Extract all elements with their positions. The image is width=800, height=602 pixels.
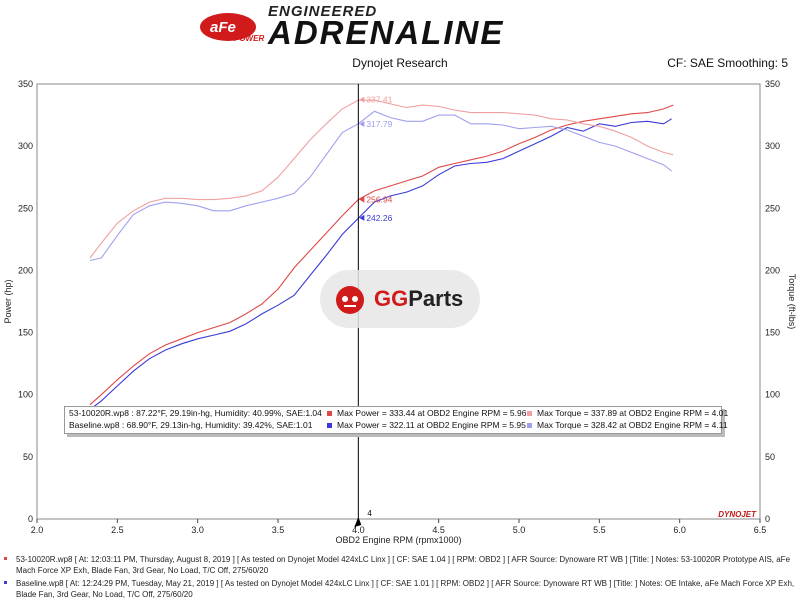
y-tick-label: 0: [28, 514, 33, 524]
cursor-label: 4: [367, 509, 372, 518]
run-notes: 53-10020R.wp8 [ At: 12:03:11 PM, Thursda…: [4, 554, 796, 602]
y2-axis-label: Torque (ft-lbs): [787, 274, 797, 330]
y-tick-label: 300: [18, 141, 33, 151]
y-tick-label: 350: [18, 79, 33, 89]
footnote-text: Baseline.wp8 [ At: 12:24:29 PM, Tuesday,…: [16, 579, 795, 599]
svg-text:aFe: aFe: [210, 19, 236, 36]
chart-subtitle: Dynojet Research: [352, 56, 448, 70]
series-line-power-mod: [89, 104, 674, 406]
x-tick-label: 4.5: [432, 525, 445, 535]
legend-swatch-torque-base: [527, 423, 532, 428]
adrenaline-text: ADRENALINE: [268, 14, 505, 51]
x-tick-label: 2.5: [111, 525, 124, 535]
series-line-torque-mod: [89, 99, 674, 259]
y-tick-label: 50: [23, 452, 33, 462]
svg-text:POWER: POWER: [234, 34, 264, 43]
cursor-value-torque-base: 317.79: [366, 119, 392, 129]
dynojet-logo: DYNOJET: [718, 510, 757, 519]
engineered-text: ENGINEERED: [268, 3, 378, 20]
series-line-power-base: [89, 118, 672, 411]
x-tick-label: 2.0: [31, 525, 44, 535]
y2-tick-label: 300: [765, 141, 780, 151]
y2-tick-label: 200: [765, 265, 780, 275]
legend-swatch-power-mod: [327, 411, 332, 416]
legend-file-modified: 53-10020R.wp8 : 87.22°F, 29.19in-hg, Hum…: [69, 408, 322, 418]
x-tick-label: 5.5: [593, 525, 606, 535]
ggparts-text-gg: GG: [374, 286, 409, 311]
series-lines: [89, 99, 674, 411]
cursor-arrow-power-base: [359, 214, 365, 221]
series-line-torque-base: [89, 110, 672, 262]
y2-tick-label: 250: [765, 203, 780, 213]
cursor-arrow-torque-base: [359, 121, 365, 128]
legend-power-baseline: Max Power = 322.11 at OBD2 Engine RPM = …: [337, 420, 526, 430]
y2-tick-label: 0: [765, 514, 770, 524]
x-tick-label: 3.5: [272, 525, 285, 535]
y2-tick-label: 100: [765, 390, 780, 400]
cursor-value-power-mod: 256.94: [366, 195, 392, 205]
y2-tick-label: 350: [765, 79, 780, 89]
y-tick-label: 150: [18, 328, 33, 338]
y-axis-label: Power (hp): [3, 279, 13, 323]
y2-tick-label: 50: [765, 452, 775, 462]
x-tick-label: 6.5: [754, 525, 767, 535]
ggparts-text-parts: Parts: [408, 286, 464, 311]
x-tick-label: 4.0: [352, 525, 365, 535]
legend-power-modified: Max Power = 333.44 at OBD2 Engine RPM = …: [337, 408, 527, 418]
legend-file-baseline: Baseline.wp8 : 68.90°F, 29.13in-hg, Humi…: [69, 420, 313, 430]
footnote-baseline: Baseline.wp8 [ At: 12:24:29 PM, Tuesday,…: [4, 578, 796, 600]
cursor-arrow-power-mod: [359, 196, 365, 203]
x-axis-label: OBD2 Engine RPM (rpmx1000): [335, 535, 461, 545]
legend-torque-modified: Max Torque = 337.89 at OBD2 Engine RPM =…: [537, 408, 729, 418]
cursor-value-power-base: 242.26: [366, 213, 392, 223]
cursor-value-torque-mod: 337.41: [366, 95, 392, 105]
footnote-dot-modified: [4, 557, 7, 560]
footnote-text: 53-10020R.wp8 [ At: 12:03:11 PM, Thursda…: [16, 555, 791, 575]
report-header: aFe POWER ENGINEERED ADRENALINE Dynojet …: [0, 0, 800, 78]
afe-power-logo-icon: aFe POWER: [200, 13, 264, 43]
legend-box: 53-10020R.wp8 : 87.22°F, 29.19in-hg, Hum…: [64, 406, 728, 434]
y2-tick-label: 150: [765, 328, 780, 338]
ggparts-watermark: GGParts: [320, 270, 480, 328]
footnote-dot-baseline: [4, 581, 7, 584]
cursor-arrow-torque-mod: [359, 96, 365, 103]
footnote-modified: 53-10020R.wp8 [ At: 12:03:11 PM, Thursda…: [4, 554, 796, 576]
y-tick-label: 100: [18, 390, 33, 400]
legend-swatch-power-base: [327, 423, 332, 428]
x-tick-label: 6.0: [673, 525, 686, 535]
legend-swatch-torque-mod: [527, 411, 532, 416]
y-tick-label: 200: [18, 265, 33, 275]
x-tick-label: 5.0: [513, 525, 526, 535]
ggparts-logo-icon: [336, 286, 364, 314]
legend-torque-baseline: Max Torque = 328.42 at OBD2 Engine RPM =…: [537, 420, 728, 430]
cursor-marker: [354, 517, 362, 527]
y-tick-label: 250: [18, 203, 33, 213]
x-tick-label: 3.0: [191, 525, 204, 535]
correction-factor-info: CF: SAE Smoothing: 5: [667, 56, 788, 70]
ggparts-text: GGParts: [374, 286, 463, 312]
